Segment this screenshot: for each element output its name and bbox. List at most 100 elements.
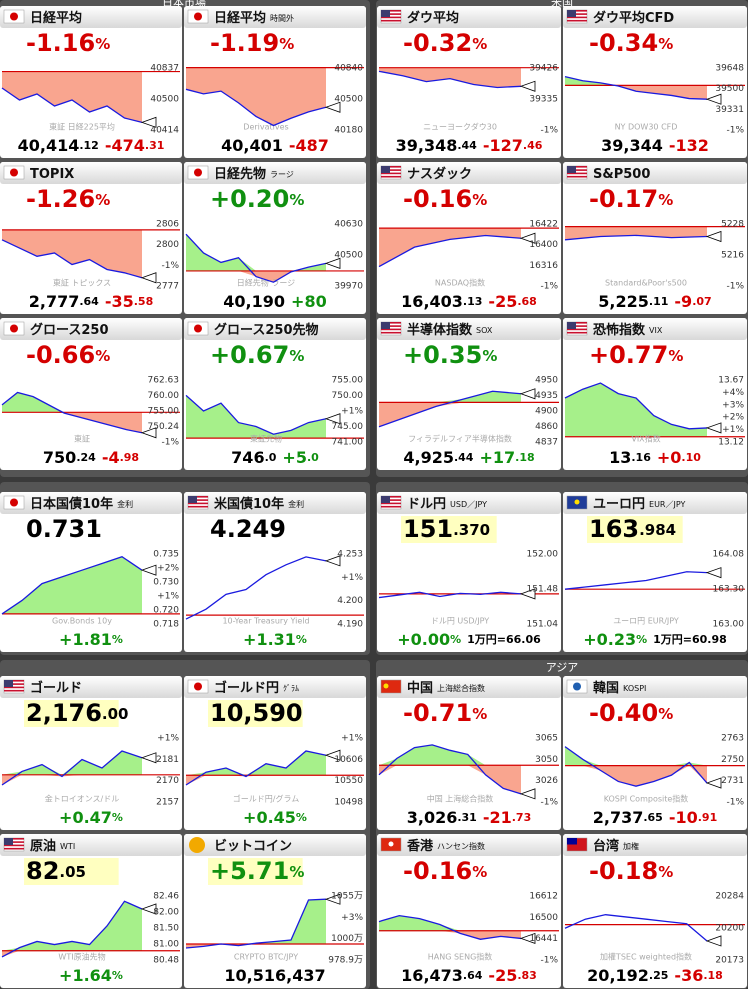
footer-value: +0.23 xyxy=(583,630,636,649)
footer-small: .11 xyxy=(649,295,669,308)
tile-name: ダウ平均CFD xyxy=(593,10,674,26)
main-value: 151.370 xyxy=(403,515,490,543)
axis-label: 755.00 xyxy=(332,376,364,386)
footer-small: .16 xyxy=(631,451,651,464)
flag-stripe xyxy=(4,680,24,682)
footer-value: +80 xyxy=(291,292,327,311)
tile-name: 恐怖指数 VIX xyxy=(593,322,663,338)
footer: 39,348.44 -127.46 xyxy=(396,136,543,155)
watermark: NY DOW30 CFD xyxy=(615,123,678,132)
tile-sub: ｸﾞﾗﾑ xyxy=(283,684,299,693)
footer-small: .07 xyxy=(692,295,712,308)
tile: 中国 上海総合指数 -0.71% 中国 上海総合指数 3065 3050 3026 -1% 3,… xyxy=(377,676,561,830)
main-small: % xyxy=(95,35,110,53)
axis-label: 40500 xyxy=(150,95,179,105)
flag-stripe xyxy=(4,689,24,692)
tile-header xyxy=(377,676,561,698)
axis-label: -1% xyxy=(540,126,558,136)
price-line xyxy=(1,391,143,434)
flag-stripe xyxy=(567,175,587,178)
tile-header xyxy=(0,162,182,184)
axis-label: 0.730 xyxy=(153,578,179,588)
main-text: +0.35 xyxy=(403,341,482,369)
flag-canton xyxy=(381,166,390,173)
area-up xyxy=(2,556,142,614)
tile: ゴールド 2,176.00 金トロイオンス/ドル +1% 2181 2170 2157 +0.… xyxy=(0,676,182,830)
flag-stripe xyxy=(381,505,401,508)
footer-small: 1万円=66.06 xyxy=(467,633,541,646)
footer-value: +1.64 xyxy=(59,966,112,985)
axis-label: +1% xyxy=(341,573,363,583)
watermark: Standard&Poor's500 xyxy=(605,279,687,288)
tile-name-text: ユーロ円 xyxy=(593,497,645,512)
last-marker xyxy=(705,777,722,789)
tile-name-text: 中国 xyxy=(407,680,433,696)
area-down xyxy=(2,950,142,957)
main-text: -0.16 xyxy=(403,857,472,885)
last-marker xyxy=(140,752,157,764)
tile-header xyxy=(563,676,747,698)
flag-stripe xyxy=(4,838,24,840)
price-line xyxy=(564,746,708,787)
axis-label: 80.48 xyxy=(153,956,179,966)
price-line xyxy=(185,750,327,786)
main-value: 163.984 xyxy=(589,515,676,543)
axis-label: +2% xyxy=(157,564,179,574)
flag-emblem xyxy=(194,12,202,21)
last-marker xyxy=(140,427,157,439)
main-value: -1.19% xyxy=(210,29,294,57)
footer-small: .0 xyxy=(307,451,319,464)
footer-small: .44 xyxy=(457,139,477,152)
footer-small: 1万円=60.98 xyxy=(653,633,727,646)
axis-label: -1% xyxy=(161,261,179,271)
area-up xyxy=(565,746,707,766)
main-value: -0.40% xyxy=(589,699,673,727)
tile-name-text: グロース250先物 xyxy=(214,322,319,338)
axis-label: 151.04 xyxy=(527,620,559,630)
tile: S&P500 -0.17% Standard&Poor's500 5228 5216 -1… xyxy=(563,162,747,314)
flag-canton xyxy=(567,838,577,845)
section-title: 日本市場 xyxy=(162,0,206,9)
flag-stripe xyxy=(381,328,401,331)
main-value: -1.26% xyxy=(26,185,110,213)
tile-sub: 時間外 xyxy=(270,13,294,23)
footer-value: 750 xyxy=(43,448,76,467)
main-text: -0.71 xyxy=(403,699,472,727)
flag-stripe xyxy=(567,172,587,175)
footer: 2,777.64 -35.58 xyxy=(29,292,154,311)
main-small: % xyxy=(658,705,673,723)
axis-label: 4.190 xyxy=(337,620,363,630)
footer-value: 16,473 xyxy=(401,966,463,985)
footer: 3,026.31 -21.73 xyxy=(407,808,532,827)
tile-name: グロース250 xyxy=(30,322,109,338)
axis-label: 40500 xyxy=(334,95,363,105)
watermark: WTI原油先物 xyxy=(58,952,105,962)
axis-label: -1% xyxy=(540,956,558,966)
footer: +0.47% xyxy=(59,808,123,827)
flag-stripe xyxy=(567,331,587,334)
axis-label: 750.24 xyxy=(148,422,180,432)
tile-sub: SOX xyxy=(476,326,493,335)
main-value: -0.18% xyxy=(589,857,673,885)
axis-label: 163.00 xyxy=(713,620,745,630)
tile: ユーロ円 EUR／JPY 163.984 ユーロ円 EUR/JPY 164.08 163.… xyxy=(563,492,747,652)
price-line xyxy=(378,914,522,940)
tile-name: TOPIX xyxy=(30,167,74,182)
footer-small: .46 xyxy=(523,139,543,152)
area-down xyxy=(2,229,142,278)
axis-label: +1% xyxy=(341,407,363,417)
tile-name-text: ドル円 xyxy=(407,497,446,512)
footer: +1.81% xyxy=(59,630,123,649)
watermark: NASDAQ指数 xyxy=(435,278,485,288)
tile-sub: 金利 xyxy=(288,499,304,509)
axis-label: 152.00 xyxy=(527,550,559,560)
main-text: 4.249 xyxy=(210,515,286,543)
flag-canton xyxy=(4,680,13,687)
footer: 5,225.11 -9.07 xyxy=(598,292,711,311)
footer-value: -21 xyxy=(483,808,512,827)
main-small: % xyxy=(289,191,304,209)
tile-name: ビットコイン xyxy=(214,838,292,854)
tile-name: ユーロ円 EUR／JPY xyxy=(593,497,685,512)
tile: 韓国 KOSPI -0.40% KOSPI Composite指数 2763 2750 27… xyxy=(563,676,747,830)
flag-emblem xyxy=(574,499,580,505)
